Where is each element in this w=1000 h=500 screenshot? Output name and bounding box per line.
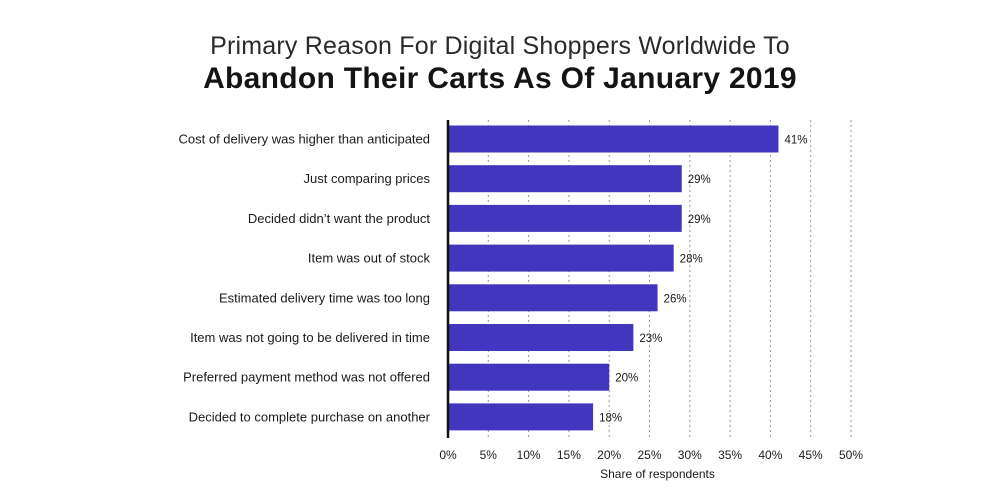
category-label: Estimated delivery time was too long — [219, 290, 430, 305]
bar — [448, 244, 674, 272]
category-label: Cost of delivery was higher than anticip… — [179, 132, 430, 147]
value-label: 29% — [688, 174, 711, 186]
bars-group — [448, 125, 779, 431]
chart-title: Primary Reason For Digital Shoppers Worl… — [210, 32, 790, 60]
x-tick-label: 25% — [637, 448, 661, 462]
x-tick-label: 10% — [517, 448, 541, 462]
value-label: 20% — [615, 373, 638, 385]
x-tick-label: 5% — [480, 448, 498, 462]
category-label: Decided didn’t want the product — [248, 211, 431, 226]
x-tick-label: 45% — [799, 448, 823, 462]
x-tick-label: 30% — [678, 448, 702, 462]
x-tick-label: 35% — [718, 448, 742, 462]
x-tick-label: 0% — [439, 448, 457, 462]
category-label: Item was not going to be delivered in ti… — [190, 330, 430, 345]
x-axis-title: Share of respondents — [600, 467, 715, 481]
chart-subtitle: Abandon Their Carts As Of January 2019 — [203, 62, 797, 95]
x-tick-label: 50% — [839, 448, 863, 462]
value-labels: 41% 29% 29% 28% 26% 23% 20% 18% — [599, 135, 807, 425]
value-label: 23% — [639, 333, 662, 345]
value-label: 18% — [599, 412, 622, 424]
x-tick-labels: 0% 5% 10% 15% 20% 25% 30% 35% 40% 45% 50% — [439, 448, 863, 462]
category-label: Just comparing prices — [304, 171, 431, 186]
value-label: 26% — [664, 293, 687, 305]
x-tick-label: 40% — [758, 448, 782, 462]
value-label: 28% — [680, 254, 703, 266]
value-label: 41% — [784, 135, 807, 147]
x-tick-label: 15% — [557, 448, 581, 462]
value-label: 29% — [688, 214, 711, 226]
bar — [448, 403, 594, 431]
bar — [448, 125, 779, 153]
x-tick-label: 20% — [597, 448, 621, 462]
category-label: Item was out of stock — [308, 251, 431, 266]
bar — [448, 363, 610, 391]
category-labels: Cost of delivery was higher than anticip… — [179, 132, 431, 425]
category-label: Preferred payment method was not offered — [183, 370, 430, 385]
bar — [448, 324, 634, 351]
category-label: Decided to complete purchase on another — [189, 409, 431, 424]
bar — [448, 284, 658, 312]
bar — [448, 204, 682, 232]
bar — [448, 165, 682, 193]
